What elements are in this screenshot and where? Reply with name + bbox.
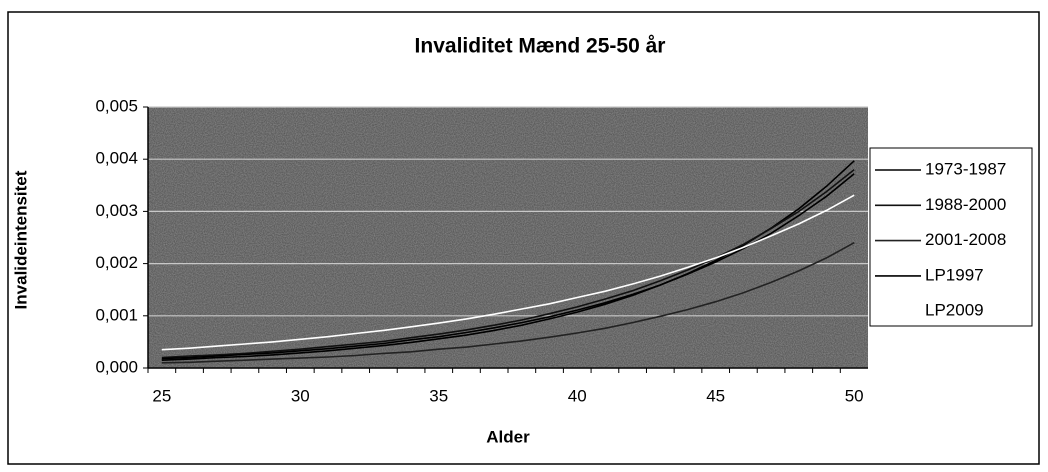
x-tick-label: 35 [429, 386, 448, 405]
series-line [161, 241, 855, 364]
legend-label: 1973-1987 [925, 159, 1006, 178]
y-tick-label: 0,004 [95, 149, 138, 168]
series-line [161, 160, 855, 361]
legend [869, 147, 1033, 327]
x-tick-label: 45 [706, 386, 725, 405]
legend-label: LP2009 [925, 301, 984, 320]
x-axis-label: Alder [486, 427, 530, 446]
series-line [161, 194, 855, 351]
x-tick-label: 50 [845, 386, 864, 405]
legend-label: 2001-2008 [925, 230, 1006, 249]
chart-title: Invaliditet Mænd 25-50 år [415, 35, 666, 58]
y-tick-label: 0,005 [95, 96, 138, 115]
y-tick-label: 0,000 [95, 357, 138, 376]
x-tick-label: 40 [568, 386, 587, 405]
legend-label: 1988-2000 [925, 195, 1006, 214]
y-tick-label: 0,001 [95, 305, 138, 324]
y-tick-label: 0,003 [95, 201, 138, 220]
legend-label: LP1997 [925, 265, 984, 284]
series-line [161, 168, 855, 359]
x-tick-label: 25 [152, 386, 171, 405]
y-tick-label: 0,002 [95, 253, 138, 272]
series-line [161, 173, 855, 360]
x-tick-label: 30 [291, 386, 310, 405]
plot-texture [148, 107, 868, 368]
y-axis-label: Invalideintensitet [11, 170, 30, 309]
